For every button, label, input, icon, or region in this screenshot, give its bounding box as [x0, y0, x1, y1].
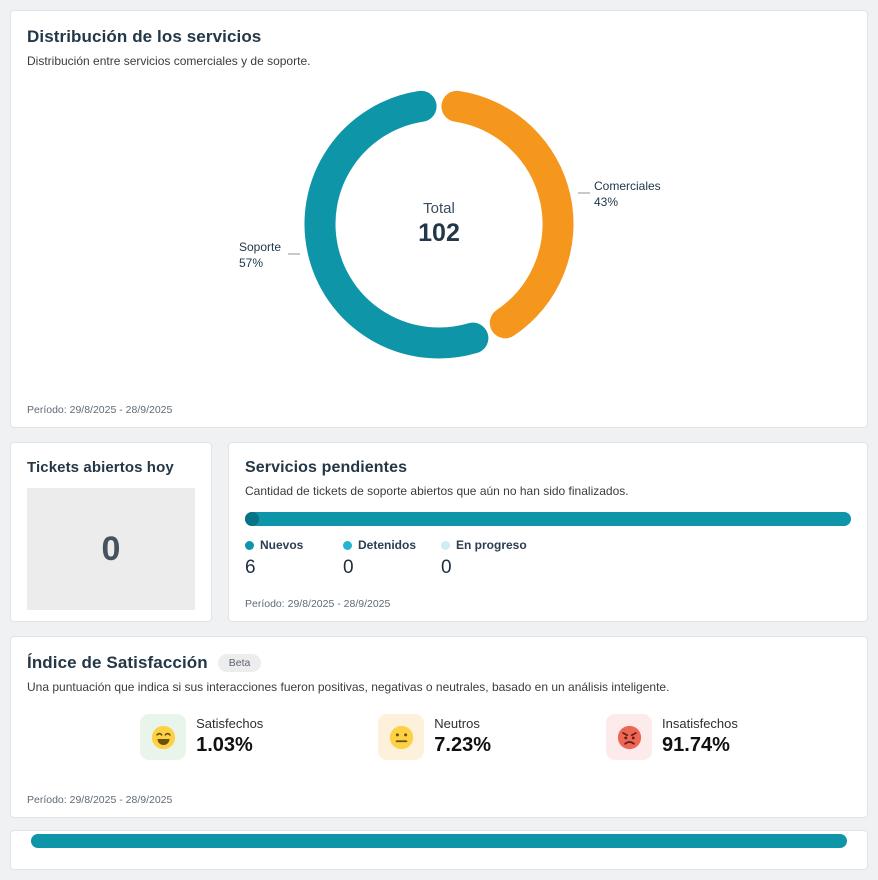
donut-chart: [288, 90, 590, 359]
en-progreso-value: 0: [441, 557, 452, 578]
legend-item-en-progreso: En progreso 0: [441, 538, 539, 579]
satisfaction-subtitle: Una puntuación que indica si sus interac…: [27, 680, 670, 694]
pending-subtitle: Cantidad de tickets de soporte abiertos …: [245, 484, 629, 498]
neutros-value: 7.23%: [434, 734, 492, 756]
nuevos-label: Nuevos: [260, 538, 304, 552]
distribution-card: Distribución de los servicios Distribuci…: [10, 10, 868, 428]
bar-start-cap: [245, 512, 259, 526]
donut-total-value: 102: [418, 219, 460, 247]
tickets-count: 0: [101, 529, 121, 568]
donut-total-label: Total: [423, 200, 455, 217]
next-card-cutoff: [10, 830, 868, 870]
satisfechos-value: 1.03%: [196, 734, 253, 756]
legend-item-detenidos: Detenidos 0: [343, 538, 441, 579]
happy-face-icon: [140, 714, 187, 760]
middle-row: Tickets abiertos hoy 0 Servicios pendien…: [10, 442, 868, 622]
nuevos-value: 6: [245, 557, 256, 578]
comerciales-name: Comerciales: [594, 179, 661, 193]
neutros-label: Neutros: [434, 716, 480, 731]
legend-item-nuevos: Nuevos 6: [245, 538, 343, 579]
donut-segment-comerciales: [441, 90, 574, 339]
tickets-title: Tickets abiertos hoy: [27, 459, 174, 476]
stat-neutros: Neutros 7.23%: [378, 714, 491, 760]
pending-legend: Nuevos 6 Detenidos 0 En progreso: [245, 538, 851, 579]
distribution-period: Período: 29/8/2025 - 28/9/2025: [27, 404, 173, 416]
nuevos-dot-icon: [245, 540, 254, 550]
distribution-subtitle: Distribución entre servicios comerciales…: [27, 54, 311, 68]
donut-label-comerciales: Comerciales 43%: [594, 179, 661, 210]
donut-label-soporte: Soporte 57%: [239, 240, 281, 271]
angry-face-icon: [606, 714, 653, 760]
donut-arcs: [304, 90, 574, 359]
tickets-value-box: 0: [27, 488, 195, 610]
stat-satisfechos: Satisfechos 1.03%: [140, 714, 263, 760]
bar-segment-nuevos: [245, 512, 851, 526]
soporte-pct: 57%: [239, 255, 264, 270]
comerciales-pct: 43%: [594, 194, 619, 209]
beta-badge: Beta: [217, 654, 262, 672]
insatisfechos-value: 91.74%: [662, 734, 730, 756]
cutoff-bar: [31, 834, 847, 848]
detenidos-label: Detenidos: [358, 538, 417, 552]
donut-segment-soporte: [304, 90, 489, 359]
donut-center-total: Total 102: [418, 200, 460, 248]
satisfaction-title: Índice de Satisfacción: [27, 653, 208, 672]
satisfaction-stats-row: Satisfechos 1.03% Neutros 7.23%: [27, 714, 851, 760]
detenidos-value: 0: [343, 557, 354, 578]
satisfaction-card: Índice de Satisfacción Beta Una puntuaci…: [10, 636, 868, 818]
tickets-card: Tickets abiertos hoy 0: [10, 442, 212, 622]
pending-period: Período: 29/8/2025 - 28/9/2025: [245, 598, 391, 610]
insatisfechos-label: Insatisfechos: [662, 716, 738, 731]
pending-title: Servicios pendientes: [245, 459, 408, 476]
detenidos-dot-icon: [343, 540, 352, 550]
en-progreso-label: En progreso: [456, 538, 527, 552]
satisfaction-title-row: Índice de Satisfacción Beta: [27, 653, 851, 673]
donut-chart-area: Total 102 Comerciales 43% Soporte 57%: [27, 74, 851, 374]
soporte-name: Soporte: [239, 240, 282, 254]
neutral-face-icon: [378, 714, 425, 760]
satisfechos-label: Satisfechos: [196, 716, 264, 731]
satisfaction-period: Período: 29/8/2025 - 28/9/2025: [27, 794, 173, 806]
pending-services-card: Servicios pendientes Cantidad de tickets…: [228, 442, 868, 622]
en-progreso-dot-icon: [441, 540, 450, 550]
pending-stacked-bar: [245, 512, 851, 526]
stat-insatisfechos: Insatisfechos 91.74%: [606, 714, 738, 760]
distribution-title: Distribución de los servicios: [27, 27, 262, 46]
